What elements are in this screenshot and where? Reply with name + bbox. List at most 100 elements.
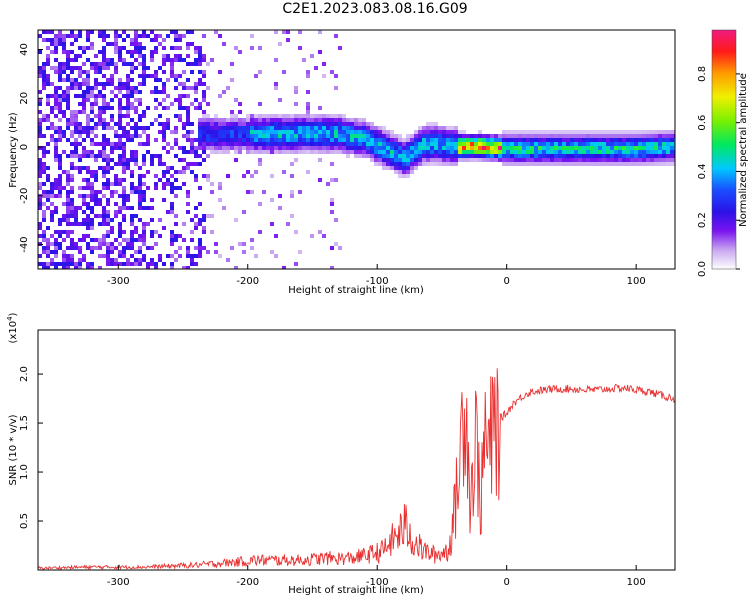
- heatmap-cell: [78, 102, 82, 106]
- heatmap-cell: [150, 30, 154, 34]
- heatmap-cell: [514, 150, 518, 154]
- heatmap-cell: [198, 102, 202, 106]
- heatmap-cell: [330, 210, 334, 214]
- heatmap-cell: [310, 118, 314, 122]
- heatmap-cell: [226, 130, 230, 134]
- heatmap-cell: [574, 150, 578, 154]
- heatmap-cell: [558, 162, 562, 166]
- heatmap-cell: [250, 46, 254, 50]
- heatmap-cell: [550, 158, 554, 162]
- heatmap-cell: [62, 78, 66, 82]
- heatmap-cell: [390, 138, 394, 142]
- heatmap-cell: [230, 126, 234, 130]
- heatmap-cell: [270, 134, 274, 138]
- heatmap-cell: [482, 150, 486, 154]
- heatmap-cell: [262, 150, 266, 154]
- heatmap-cell: [174, 178, 178, 182]
- heatmap-cell: [114, 142, 118, 146]
- heatmap-cell: [606, 158, 610, 162]
- heatmap-cell: [358, 122, 362, 126]
- heatmap-cell: [230, 78, 234, 82]
- heatmap-cell: [454, 142, 458, 146]
- heatmap-cell: [130, 190, 134, 194]
- heatmap-cell: [502, 146, 506, 150]
- heatmap-cell: [526, 130, 530, 134]
- heatmap-cell: [82, 218, 86, 222]
- heatmap-cell: [126, 110, 130, 114]
- heatmap-cell: [78, 262, 82, 266]
- heatmap-cell: [134, 90, 138, 94]
- heatmap-cell: [642, 142, 646, 146]
- heatmap-cell: [138, 74, 142, 78]
- heatmap-cell: [470, 146, 474, 150]
- heatmap-cell: [62, 50, 66, 54]
- heatmap-cell: [198, 162, 202, 166]
- heatmap-cell: [382, 126, 386, 130]
- heatmap-cell: [78, 158, 82, 162]
- heatmap-cell: [450, 130, 454, 134]
- heatmap-cell: [106, 198, 110, 202]
- heatmap-cell: [218, 94, 222, 98]
- heatmap-cell: [562, 150, 566, 154]
- heatmap-cell: [270, 122, 274, 126]
- heatmap-cell: [134, 230, 138, 234]
- heatmap-cell: [282, 118, 286, 122]
- heatmap-cell: [58, 94, 62, 98]
- heatmap-cell: [202, 98, 206, 102]
- heatmap-cell: [210, 214, 214, 218]
- heatmap-cell: [474, 134, 478, 138]
- heatmap-cell: [86, 222, 90, 226]
- heatmap-cell: [142, 114, 146, 118]
- heatmap-cell: [510, 138, 514, 142]
- heatmap-cell: [174, 86, 178, 90]
- heatmap-cell: [158, 34, 162, 38]
- heatmap-cell: [110, 98, 114, 102]
- heatmap-cell: [86, 58, 90, 62]
- heatmap-cell: [498, 134, 502, 138]
- heatmap-cell: [262, 134, 266, 138]
- heatmap-cell: [106, 202, 110, 206]
- heatmap-cell: [306, 134, 310, 138]
- heatmap-cell: [118, 110, 122, 114]
- heatmap-cell: [662, 146, 666, 150]
- heatmap-cell: [118, 182, 122, 186]
- heatmap-cell: [574, 158, 578, 162]
- heatmap-cell: [606, 146, 610, 150]
- heatmap-cell: [202, 58, 206, 62]
- heatmap-cell: [54, 66, 58, 70]
- heatmap-cell: [70, 130, 74, 134]
- heatmap-cell: [670, 162, 674, 166]
- heatmap-cell: [194, 226, 198, 230]
- heatmap-cell: [126, 82, 130, 86]
- heatmap-cell: [406, 142, 410, 146]
- heatmap-cell: [118, 210, 122, 214]
- heatmap-cell: [102, 106, 106, 110]
- heatmap-cell: [434, 154, 438, 158]
- heatmap-cell: [442, 150, 446, 154]
- heatmap-cell: [106, 230, 110, 234]
- heatmap-cell: [186, 202, 190, 206]
- heatmap-cell: [146, 138, 150, 142]
- heatmap-cell: [178, 234, 182, 238]
- heatmap-cell: [78, 222, 82, 226]
- heatmap-cell: [558, 154, 562, 158]
- heatmap-cell: [154, 182, 158, 186]
- heatmap-cell: [210, 182, 214, 186]
- heatmap-cell: [78, 142, 82, 146]
- heatmap-cell: [122, 186, 126, 190]
- heatmap-cell: [106, 166, 110, 170]
- heatmap-cell: [38, 134, 42, 138]
- heatmap-cell: [342, 142, 346, 146]
- heatmap-cell: [66, 98, 70, 102]
- heatmap-cell: [54, 246, 58, 250]
- heatmap-cell: [182, 94, 186, 98]
- heatmap-cell: [126, 138, 130, 142]
- heatmap-cell: [398, 150, 402, 154]
- heatmap-cell: [578, 154, 582, 158]
- heatmap-cell: [110, 246, 114, 250]
- heatmap-cell: [174, 54, 178, 58]
- colorbar-tick-label: 0.6: [697, 115, 708, 131]
- heatmap-cell: [42, 146, 46, 150]
- heatmap-cell: [430, 150, 434, 154]
- heatmap-cell: [330, 146, 334, 150]
